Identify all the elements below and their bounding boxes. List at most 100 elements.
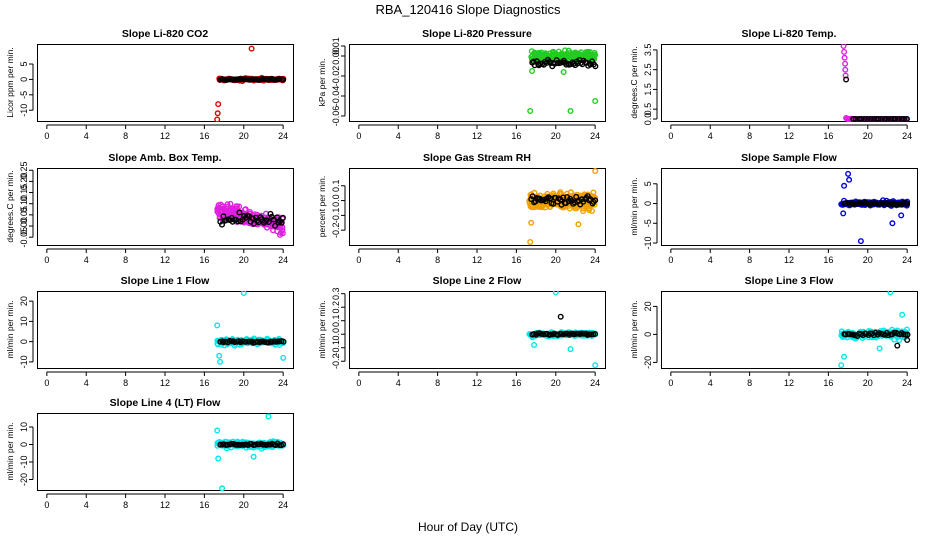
y-tick-label: 0.00 [331,47,341,65]
x-tick-label: 8 [123,131,128,141]
y-axis-label: ml/min per min. [629,177,639,235]
y-tick-label: 0.5 [643,103,653,116]
data-point-primary [592,362,599,369]
y-tick-label: -10 [19,455,29,468]
x-tick-label: 24 [902,131,912,141]
data-point-reference [898,115,905,122]
panel-6: Slope Sample Flow ml/min per min. -10 -5 0 5 0… [629,152,918,265]
x-tick-label: 20 [863,378,873,388]
panel-title: Slope Gas Stream RH [423,152,531,164]
data-point-primary [845,170,852,177]
data-point-reference [280,441,287,448]
x-tick-label: 4 [84,255,89,265]
plot-frame [661,44,918,122]
panel-8: Slope Line 2 Flow ml/min per min. -0.2-0.1… [317,275,606,388]
plot-frame [37,44,294,122]
data-point-primary [531,342,538,349]
data-point-primary [838,362,845,369]
data-point-reference [592,197,599,204]
x-tick-label: 4 [396,378,401,388]
y-tick-label: -0.1 [331,208,341,224]
x-tick-label: 24 [278,255,288,265]
y-tick-label: -0.04 [331,86,341,107]
data-point-reference [894,342,901,349]
data-point-primary [217,358,224,365]
panel-title: Slope Amb. Box Temp. [108,152,221,164]
data-point-reference [557,313,564,320]
data-point-primary [265,413,272,420]
data-point-reference [861,115,868,122]
x-tick-label: 12 [784,131,794,141]
data-point-reference [249,215,256,222]
panel-title: Slope Li-820 Pressure [422,28,532,40]
x-tick-label: 8 [747,131,752,141]
plot-frame [349,168,606,246]
x-tick-label: 16 [823,255,833,265]
x-tick-label: 0 [668,255,673,265]
y-tick-label: -10 [19,104,29,117]
x-tick-label: 12 [472,378,482,388]
panel-title: Slope Sample Flow [741,152,838,164]
y-tick-label: 3.5 [643,44,653,57]
data-point-reference [868,200,875,207]
data-point-primary [843,114,850,121]
y-tick-label: -0.06 [331,106,341,127]
figure-xlabel: Hour of Day (UTC) [418,520,518,534]
data-point-reference [218,221,225,228]
data-point-primary [575,221,582,228]
data-point-reference [558,331,565,338]
x-tick-label: 8 [747,378,752,388]
data-point-primary [280,354,287,361]
y-tick-label: 2.5 [643,63,653,76]
x-tick-label: 12 [160,131,170,141]
x-tick-label: 20 [551,255,561,265]
data-point-primary [876,345,883,352]
data-point-primary [250,453,257,460]
y-tick-label: 0 [19,77,29,82]
data-point-primary [580,208,587,215]
data-point-primary [214,110,221,117]
points-group [840,44,910,122]
data-point-reference [890,115,897,122]
x-tick-label: 24 [278,131,288,141]
data-point-reference [852,115,859,122]
data-point-primary [586,206,593,213]
data-point-primary [248,45,255,52]
data-point-primary [841,182,848,189]
data-point-reference [904,331,911,338]
x-tick-label: 8 [435,255,440,265]
x-tick-label: 20 [551,131,561,141]
y-tick-label: 20 [643,301,653,311]
data-point-reference [236,209,243,216]
x-tick-label: 16 [511,255,521,265]
x-tick-label: 0 [44,378,49,388]
data-point-primary [240,291,247,296]
x-tick-label: 16 [199,378,209,388]
points-group [214,200,286,238]
data-point-primary [528,219,535,226]
panel-1: Slope Li-820 CO2 Licor ppm per min. -10 -5 0… [5,28,294,141]
panel-title: Slope Li-820 Temp. [742,28,837,40]
data-point-reference [280,76,287,83]
x-tick-label: 16 [199,500,209,510]
y-tick-label: -5 [19,91,29,99]
data-point-reference [856,115,863,122]
y-tick-label: -20 [643,356,653,369]
data-point-reference [274,214,281,221]
plot-frame [349,44,606,122]
data-point-primary [589,207,596,214]
x-tick-label: 16 [199,255,209,265]
y-tick-label: 0.1 [331,314,341,327]
data-point-primary [898,212,905,219]
y-tick-label: 0.0 [331,328,341,341]
data-point-primary [552,291,559,296]
x-tick-label: 24 [590,131,600,141]
x-tick-label: 0 [356,378,361,388]
x-tick-label: 20 [863,255,873,265]
x-tick-label: 24 [590,378,600,388]
data-point-reference [592,63,599,70]
panel-10: Slope Line 4 (LT) Flow ml/min per min. -20… [5,397,294,510]
x-tick-label: 12 [784,255,794,265]
panel-title: Slope Li-820 CO2 [122,28,209,40]
data-point-reference [843,76,850,83]
